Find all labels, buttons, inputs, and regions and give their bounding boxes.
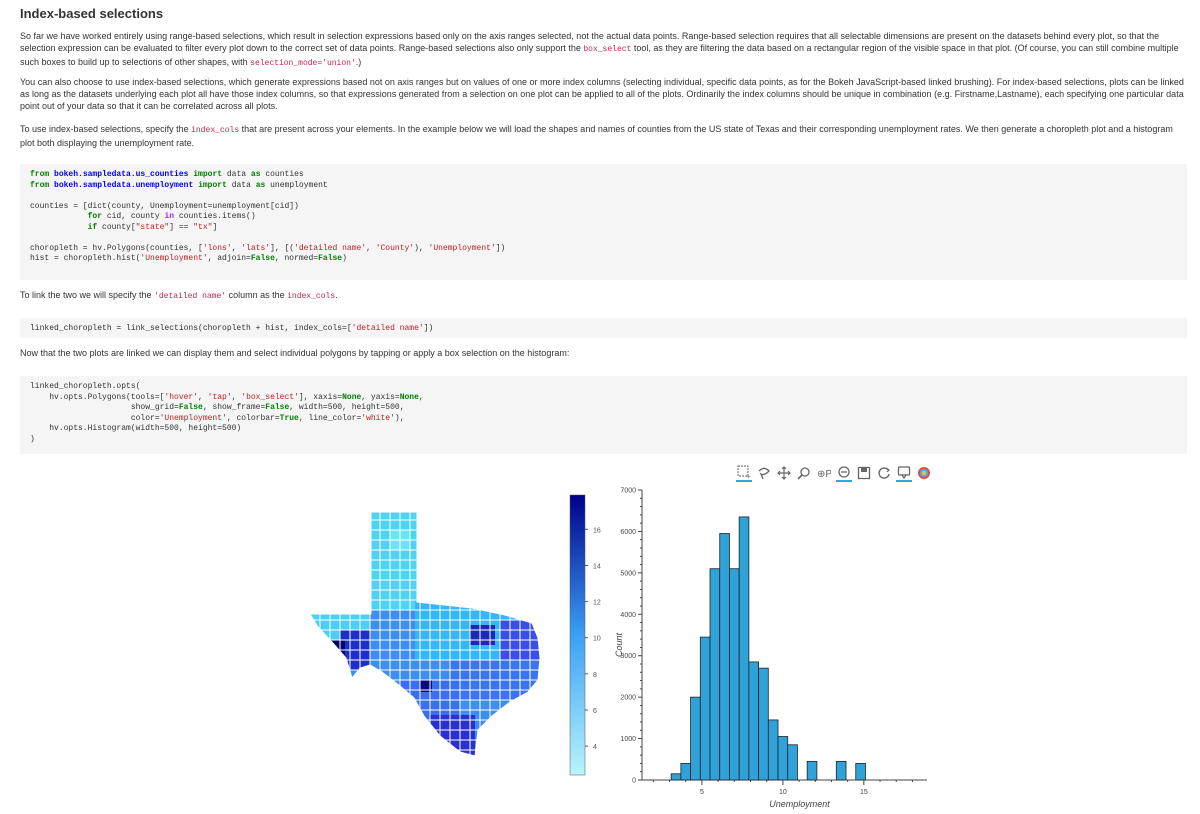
paragraph-index-selections: You can also choose to use index-based s… xyxy=(20,77,1184,111)
y-tick-label: 1000 xyxy=(620,736,636,743)
colorbar-tick-label: 6 xyxy=(593,708,597,715)
box-zoom-icon[interactable]: + xyxy=(736,464,752,482)
y-tick-label: 3000 xyxy=(620,653,636,660)
histogram-bar[interactable] xyxy=(835,760,847,781)
p4-code-index-cols: index_cols xyxy=(287,292,336,301)
histogram-bar[interactable] xyxy=(670,773,682,781)
histogram-bar[interactable] xyxy=(709,568,721,781)
bokeh-logo-icon xyxy=(916,465,932,481)
p3-code-index-cols: index_cols xyxy=(191,126,240,135)
colorbar-tick-label: 16 xyxy=(593,527,601,534)
colorbar-tick-label: 10 xyxy=(593,636,601,643)
histogram-bar[interactable] xyxy=(855,763,866,781)
unemployment-histogram[interactable]: 0 1000 2000 3000 4000 5000 6000 7000 5 10 15 Unempl… xyxy=(610,482,940,812)
p1-code-selection-mode: selection_mode='union' xyxy=(250,59,356,68)
histogram-bar[interactable] xyxy=(699,636,711,781)
histogram-bar[interactable] xyxy=(738,516,750,781)
paragraph-range-selections: So far we have worked entirely using ran… xyxy=(20,30,1185,70)
svg-text:⊕P: ⊕P xyxy=(817,469,831,480)
y-tick-label: 7000 xyxy=(620,488,636,495)
x-tick-label: 15 xyxy=(860,789,868,796)
colorbar-gradient xyxy=(569,494,586,776)
zoom-in-icon[interactable] xyxy=(836,464,852,482)
p4-text-b: column as the xyxy=(226,290,288,300)
y-tick-label: 5000 xyxy=(620,570,636,577)
code-cell-load-data[interactable]: from bokeh.sampledata.us_counties import… xyxy=(20,164,1187,280)
paragraph-link-two: To link the two we will specify the 'det… xyxy=(20,289,1185,303)
y-tick-label: 4000 xyxy=(620,612,636,619)
histogram-bar[interactable] xyxy=(777,736,789,781)
histogram-bar[interactable] xyxy=(680,763,691,781)
paragraph-index-cols: To use index-based selections, specify t… xyxy=(20,123,1185,149)
hover-icon[interactable] xyxy=(896,464,912,482)
code-cell-link-selections[interactable]: linked_choropleth = link_selections(chor… xyxy=(20,318,1187,338)
histogram-bar[interactable] xyxy=(719,533,730,781)
p1-text-b: tool, as they are filtering the data bas… xyxy=(20,43,1179,67)
p1-text-a: So far we have worked entirely using ran… xyxy=(20,31,1160,53)
p4-code-detailed-name: 'detailed name' xyxy=(154,292,227,301)
save-icon[interactable] xyxy=(856,465,872,481)
p3-text-b: that are present across your elements. I… xyxy=(20,124,1173,148)
p4-text-c: . xyxy=(335,290,338,300)
wheel-zoom-icon[interactable] xyxy=(796,465,812,481)
y-tick-label: 6000 xyxy=(620,529,636,536)
box-select-icon[interactable]: ⊕P xyxy=(816,465,832,481)
y-tick-label: 2000 xyxy=(620,695,636,702)
histogram-bar[interactable] xyxy=(806,760,818,781)
histogram-bar[interactable] xyxy=(787,744,798,781)
histogram-bar[interactable] xyxy=(758,667,769,781)
svg-text:+: + xyxy=(746,472,751,479)
p4-text-a: To link the two we will specify the xyxy=(20,290,155,300)
pan-icon[interactable] xyxy=(776,465,792,481)
histogram-bar[interactable] xyxy=(729,568,740,781)
y-tick-label: 0 xyxy=(632,778,636,785)
x-tick-label: 5 xyxy=(700,789,704,796)
colorbar-tick-label: 14 xyxy=(593,563,601,570)
bokeh-toolbar: + ⊕P xyxy=(736,463,932,483)
colorbar-tick-label: 4 xyxy=(593,744,597,751)
histogram-bar[interactable] xyxy=(748,661,759,781)
colorbar-tick-label: 8 xyxy=(593,672,597,679)
code-cell-opts[interactable]: linked_choropleth.opts( hv.opts.Polygons… xyxy=(20,376,1187,454)
reset-icon[interactable] xyxy=(876,465,892,481)
histogram-bar[interactable] xyxy=(690,696,701,781)
colorbar-tick-label: 12 xyxy=(593,600,601,607)
paragraph-linked-display: Now that the two plots are linked we can… xyxy=(20,348,570,358)
x-axis-label: Unemployment xyxy=(769,799,830,809)
x-tick-label: 10 xyxy=(779,789,787,796)
histogram-bar[interactable] xyxy=(767,719,779,781)
p1-code-box-select: box_select xyxy=(583,45,632,54)
county-polygons[interactable] xyxy=(300,490,560,770)
texas-choropleth[interactable] xyxy=(300,490,560,770)
p3-text-a: To use index-based selections, specify t… xyxy=(20,124,192,134)
p1-text-c: .) xyxy=(355,57,362,67)
lasso-icon[interactable] xyxy=(756,465,772,481)
section-heading: Index-based selections xyxy=(20,6,164,21)
colorbar: 4 6 8 10 12 14 16 xyxy=(569,494,601,776)
y-axis-label: Count xyxy=(614,633,624,658)
